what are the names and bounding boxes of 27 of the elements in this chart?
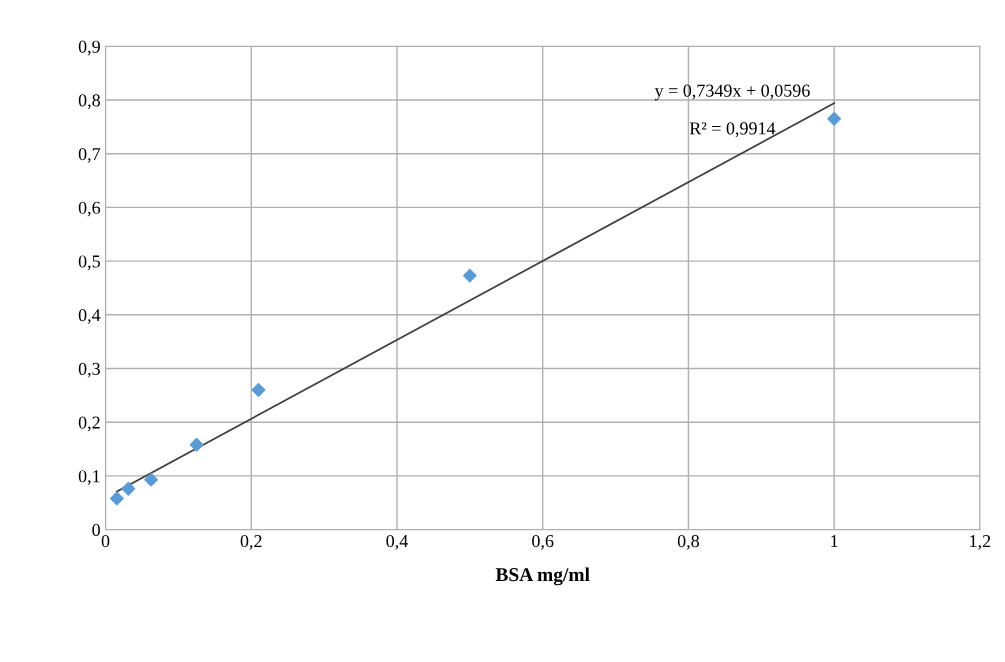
point <box>189 437 204 452</box>
point <box>251 383 266 397</box>
y-tick-label: 0,7 <box>78 147 101 163</box>
point <box>109 491 124 506</box>
x-axis-title: BSA mg/ml <box>495 567 590 586</box>
point <box>827 111 842 126</box>
y-tick-label: 0,1 <box>78 470 100 485</box>
y-tick-label: 0,8 <box>78 94 100 110</box>
y-tick-label: 0,6 <box>78 201 101 217</box>
y-tick-label: 0,3 <box>78 362 100 378</box>
y-tick-label: 0,4 <box>78 309 101 324</box>
x-tick-label: 0,6 <box>532 534 554 550</box>
annotation: R² = 0,9914 <box>689 122 776 138</box>
point <box>121 481 136 496</box>
point <box>144 472 158 487</box>
point <box>462 268 477 283</box>
x-tick-label: 1 <box>831 535 838 547</box>
y-tick-label: 0,9 <box>78 40 100 56</box>
y-tick-label: 0,2 <box>78 416 100 432</box>
x-tick-label: 0,2 <box>240 534 262 550</box>
x-tick-label: 0 <box>101 534 110 548</box>
x-tick-label: 1,2 <box>970 535 991 550</box>
y-tick-label: 0 <box>92 523 100 537</box>
x-tick-label: 0,4 <box>386 534 408 550</box>
y-tick-label: 0,5 <box>78 255 100 271</box>
annotation: y = 0,7349x + 0,0596 <box>654 84 810 101</box>
x-tick-label: 0,8 <box>677 534 700 550</box>
